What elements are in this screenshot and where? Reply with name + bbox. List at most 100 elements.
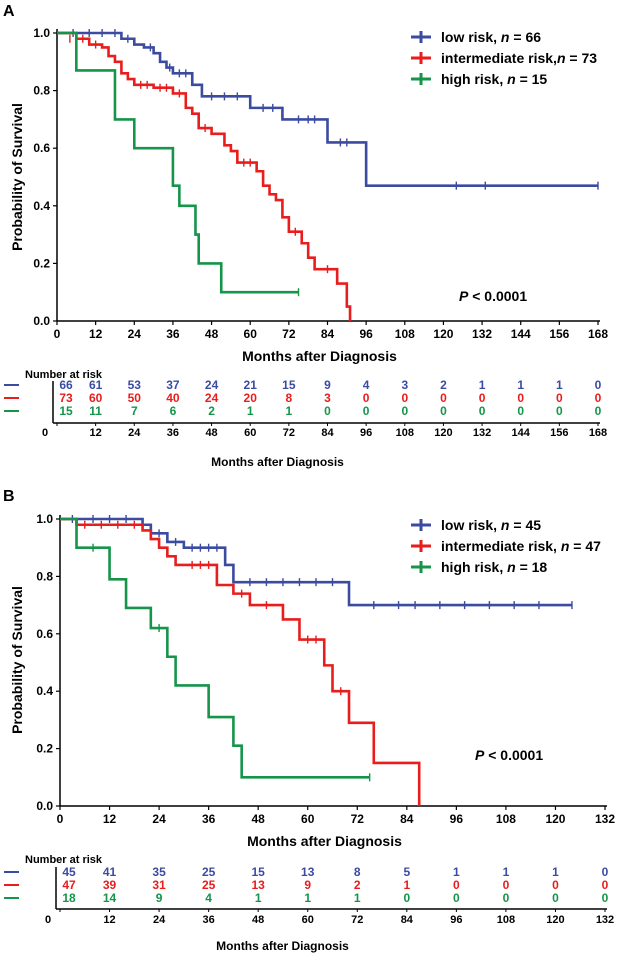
risk-x-tick-label: 72 (351, 914, 363, 926)
legend-label-high: high risk, n = 18 (441, 559, 547, 575)
legend-prefix: low risk, (441, 517, 501, 533)
y-tick-label: 1.0 (36, 512, 53, 526)
risk-table-title: Number at risk (25, 369, 103, 381)
risk-x-tick-label: 120 (546, 914, 564, 926)
risk-value-high: 1 (354, 891, 361, 905)
p-value-symbol: P (475, 747, 485, 763)
legend-n-value: = 47 (569, 538, 601, 554)
panel-b: B0.00.20.40.60.81.00 12 24 36 48 60 72 84 96 108 1… (3, 488, 615, 953)
risk-value-high: 7 (131, 404, 138, 418)
legend-label-low: low risk, n = 45 (441, 517, 541, 533)
x-tick-label: 168 (588, 327, 608, 341)
risk-x-tick-label: 60 (244, 427, 256, 439)
risk-value-intermediate: 0 (517, 391, 524, 405)
risk-value-low: 1 (556, 378, 563, 392)
risk-value-high: 0 (595, 404, 602, 418)
risk-value-high: 9 (156, 891, 163, 905)
risk-value-low: 1 (517, 378, 524, 392)
risk-value-intermediate: 2 (354, 878, 361, 892)
risk-value-high: 15 (59, 404, 73, 418)
risk-x-tick-label: 108 (497, 914, 515, 926)
risk-x-tick-label: 108 (396, 427, 414, 439)
y-axis-title: Probability of Survival (9, 586, 25, 734)
risk-x-tick-label: 24 (153, 914, 166, 926)
risk-value-high: 0 (453, 891, 460, 905)
risk-value-low: 53 (128, 378, 142, 392)
risk-value-high: 0 (479, 404, 486, 418)
legend-n-value: = 45 (509, 517, 541, 533)
risk-value-low: 2 (440, 378, 447, 392)
p-value: P < 0.0001 (459, 288, 527, 304)
y-tick-label: 0.4 (33, 199, 50, 213)
x-tick-label: 120 (433, 327, 453, 341)
y-axis-title: Probability of Survival (9, 103, 25, 251)
legend-label-intermediate: intermediate risk,n = 73 (441, 50, 597, 66)
risk-value-high: 0 (552, 891, 559, 905)
y-tick-label: 0.8 (36, 569, 53, 583)
risk-x-tick-label: 132 (473, 427, 491, 439)
risk-value-high: 0 (503, 891, 510, 905)
risk-value-high: 18 (62, 891, 76, 905)
x-tick-label: 24 (128, 327, 142, 341)
risk-value-low: 1 (479, 378, 486, 392)
legend-n-value: = 73 (566, 50, 598, 66)
risk-value-high: 11 (89, 404, 102, 418)
risk-x-tick-label: 120 (434, 427, 452, 439)
risk-value-low: 8 (354, 865, 361, 879)
risk-x-tick-label: 132 (596, 914, 614, 926)
risk-value-intermediate: 1 (403, 878, 410, 892)
risk-x-tick-label: 48 (252, 914, 264, 926)
risk-value-intermediate: 13 (252, 878, 266, 892)
risk-value-low: 15 (282, 378, 296, 392)
x-tick-label: 132 (595, 812, 615, 826)
risk-value-intermediate: 0 (602, 878, 609, 892)
y-tick-label: 0.0 (36, 799, 53, 813)
y-tick-label: 0.8 (33, 84, 50, 98)
risk-value-high: 1 (247, 404, 254, 418)
legend-prefix: intermediate risk, (441, 50, 557, 66)
legend-n-symbol: n (507, 559, 516, 575)
y-tick-label: 0.6 (33, 141, 50, 155)
risk-x-tick-label: 36 (167, 427, 179, 439)
panel-label: B (3, 488, 15, 505)
x-tick-label: 36 (202, 812, 216, 826)
legend-n-value: = 66 (509, 29, 541, 45)
risk-value-intermediate: 0 (363, 391, 370, 405)
risk-value-intermediate: 8 (286, 391, 293, 405)
x-axis-title: Months after Diagnosis (247, 833, 402, 849)
risk-x-tick-label: 84 (321, 427, 334, 439)
risk-value-intermediate: 47 (62, 878, 76, 892)
risk-value-intermediate: 25 (202, 878, 216, 892)
x-tick-label: 132 (472, 327, 492, 341)
y-tick-label: 0.6 (36, 627, 53, 641)
risk-x-tick-label: 12 (103, 914, 115, 926)
risk-value-low: 5 (403, 865, 410, 879)
risk-x-tick-label: 144 (512, 427, 531, 439)
risk-value-low: 1 (503, 865, 510, 879)
risk-value-low: 9 (324, 378, 331, 392)
series-line-low (57, 31, 598, 187)
series-line-high (57, 31, 299, 294)
x-tick-label: 0 (54, 327, 61, 341)
risk-value-low: 0 (602, 865, 609, 879)
legend-label-low: low risk, n = 66 (441, 29, 541, 45)
risk-value-low: 15 (252, 865, 266, 879)
x-tick-label: 96 (359, 327, 373, 341)
x-tick-label: 72 (351, 812, 365, 826)
legend-n-symbol: n (507, 71, 516, 87)
risk-value-intermediate: 31 (152, 878, 166, 892)
risk-value-intermediate: 73 (59, 391, 73, 405)
legend-n-symbol: n (561, 538, 570, 554)
risk-value-high: 1 (255, 891, 262, 905)
legend-n-value: = 15 (516, 71, 548, 87)
risk-value-intermediate: 3 (324, 391, 331, 405)
legend-prefix: low risk, (441, 29, 501, 45)
risk-value-low: 41 (103, 865, 117, 879)
risk-x-tick-label: 96 (360, 427, 372, 439)
risk-x-tick-label: 0 (45, 914, 51, 926)
risk-x-axis-title: Months after Diagnosis (211, 455, 344, 469)
risk-value-intermediate: 20 (244, 391, 258, 405)
x-tick-label: 48 (252, 812, 266, 826)
risk-value-intermediate: 0 (479, 391, 486, 405)
